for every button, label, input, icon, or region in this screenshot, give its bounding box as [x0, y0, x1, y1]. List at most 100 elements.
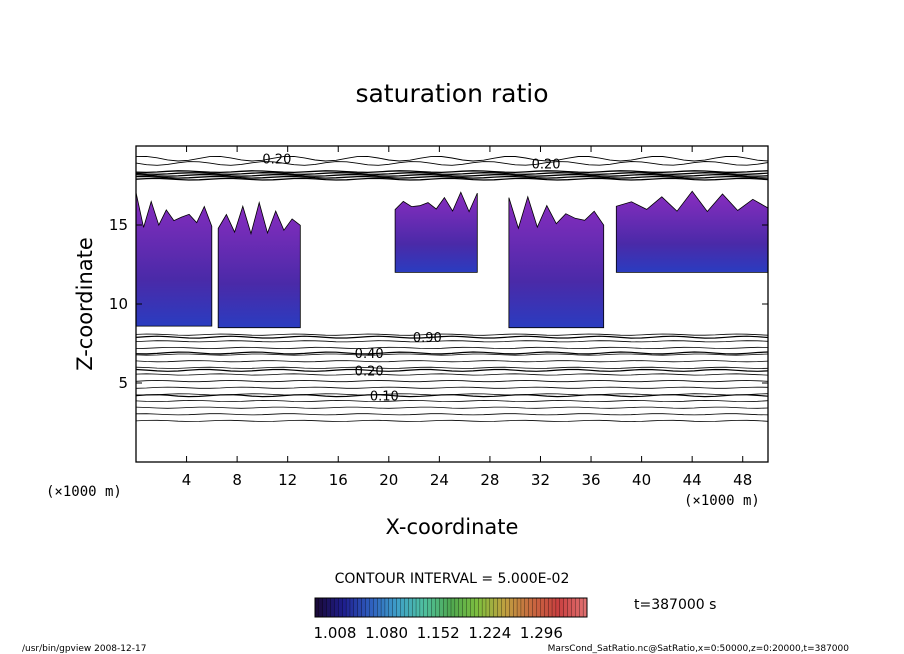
x-axis-ticks: 4 8 12 16 20 24 28 32 36 40 44 48 — [182, 146, 752, 489]
colorbar-cell — [575, 597, 580, 618]
shaded-region — [615, 190, 768, 273]
colorbar-cell — [388, 597, 394, 618]
y-tick-label: 5 — [118, 374, 128, 392]
contour-line — [136, 386, 768, 389]
colorbar-cell — [559, 597, 565, 618]
x-unit-left: (×1000 m) — [46, 484, 122, 500]
colorbar-cell — [439, 597, 444, 618]
colorbar-cell — [470, 597, 475, 618]
colorbar-cell — [419, 597, 425, 618]
contour-line — [136, 177, 768, 181]
colorbar — [314, 597, 588, 618]
shaded-region — [217, 201, 301, 329]
colorbar-cell — [443, 597, 448, 618]
contour-line — [136, 170, 768, 174]
shaded-region — [136, 192, 213, 327]
x-tick-label: 16 — [329, 471, 348, 489]
colorbar-cell — [392, 597, 398, 618]
contour-label: 0.20 — [355, 364, 384, 379]
colorbar-cell — [454, 597, 460, 618]
colorbar-cell — [415, 597, 421, 618]
contour-line — [136, 413, 768, 416]
colorbar-cell — [369, 597, 374, 618]
colorbar-cell — [579, 597, 584, 618]
contour-line — [136, 351, 768, 355]
colorbar-cell — [458, 597, 464, 618]
plot-area: 0.10 0.20 0.40 0.90 0.20 0.20 — [136, 153, 768, 422]
colorbar-cell — [474, 597, 479, 618]
contour-lines — [136, 155, 768, 422]
contour-label: 0.20 — [532, 157, 561, 172]
contour-line — [136, 406, 768, 409]
contour-line — [136, 373, 768, 376]
colorbar-cell — [493, 597, 499, 618]
contour-label: 0.10 — [370, 390, 399, 405]
contour-label: 0.20 — [262, 153, 291, 168]
colorbar-tick-label: 1.080 — [365, 624, 408, 642]
colorbar-tick-label: 1.224 — [468, 624, 511, 642]
contour-line — [136, 161, 768, 166]
contour-line — [136, 368, 768, 372]
colorbar-cell — [373, 597, 378, 618]
colorbar-tick-label: 1.008 — [314, 624, 357, 642]
colorbar-cell — [334, 597, 339, 618]
contour-line — [136, 335, 768, 339]
x-tick-label: 32 — [531, 471, 550, 489]
colorbar-cell — [342, 597, 347, 618]
x-tick-label: 20 — [379, 471, 398, 489]
colorbar-cell — [481, 597, 487, 618]
colorbar-cell — [509, 597, 514, 618]
colorbar-tick-label: 1.152 — [417, 624, 460, 642]
x-tick-label: 8 — [232, 471, 242, 489]
colorbar-cell — [380, 597, 386, 618]
colorbar-ticks: 1.008 1.080 1.152 1.224 1.296 — [314, 624, 563, 642]
x-unit-right: (×1000 m) — [684, 493, 760, 509]
colorbar-cell — [563, 597, 569, 618]
colorbar-cell — [396, 597, 401, 618]
colorbar-cell — [462, 597, 467, 618]
shaded-region — [394, 191, 478, 273]
colorbar-cell — [489, 597, 495, 618]
colorbar-cell — [536, 597, 541, 618]
colorbar-cell — [404, 597, 409, 618]
contour-line — [136, 175, 768, 179]
colorbar-cell — [314, 597, 320, 618]
x-tick-label: 28 — [480, 471, 499, 489]
colorbar-cell — [353, 597, 359, 618]
contour-label: 0.90 — [413, 331, 442, 346]
colorbar-cell — [524, 597, 530, 618]
colorbar-cell — [551, 597, 557, 618]
colorbar-cell — [431, 597, 436, 618]
shaded-region — [508, 195, 605, 329]
colorbar-cell — [322, 597, 328, 618]
colorbar-frame — [314, 597, 588, 618]
colorbar-cell — [478, 597, 483, 618]
colorbar-cell — [571, 597, 576, 618]
colorbar-cell — [411, 597, 417, 618]
contour-line — [136, 399, 768, 403]
colorbar-cell — [318, 597, 324, 618]
colorbar-cell — [547, 597, 553, 618]
colorbar-cell — [466, 597, 471, 618]
colorbar-cell — [435, 597, 440, 618]
contour-line — [136, 155, 768, 162]
colorbar-cell — [357, 597, 363, 618]
x-tick-label: 40 — [632, 471, 651, 489]
colorbar-cell — [349, 597, 355, 618]
colorbar-cell — [540, 597, 545, 618]
contour-labels: 0.10 0.20 0.40 0.90 0.20 0.20 — [262, 153, 560, 405]
y-tick-label: 15 — [109, 216, 128, 234]
colorbar-cell — [520, 597, 526, 618]
contour-line — [136, 366, 768, 369]
shaded-regions — [136, 190, 768, 329]
x-tick-label: 48 — [733, 471, 752, 489]
colorbar-cell — [544, 597, 549, 618]
colorbar-cell — [326, 597, 331, 618]
colorbar-cell — [516, 597, 522, 618]
contour-line — [136, 346, 768, 350]
colorbar-cell — [528, 597, 534, 618]
contour-line — [136, 419, 768, 422]
x-tick-label: 4 — [182, 471, 192, 489]
colorbar-cell — [377, 597, 382, 618]
